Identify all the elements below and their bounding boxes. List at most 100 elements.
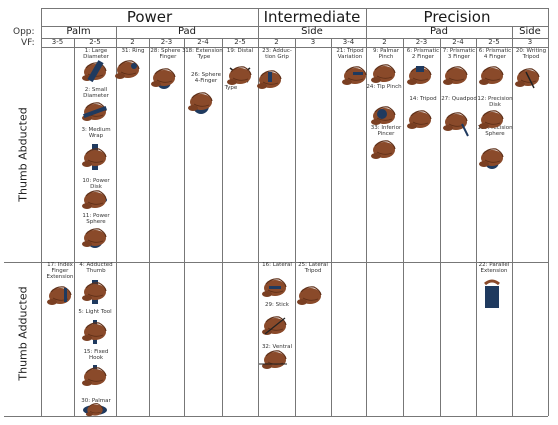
grasp-label: 16: Lateral: [262, 262, 292, 268]
header-palm: Palm: [66, 26, 91, 37]
grasp-label: 26: Sphere 4-Finger: [191, 72, 221, 84]
grasp-label: 4: Adducted Thumb: [79, 262, 113, 274]
grid-line: [41, 26, 548, 27]
grasp-label: 19: Distal: [226, 48, 254, 54]
hand-icon: [406, 110, 432, 130]
grasp-label: 12: Precision Disk: [477, 96, 513, 108]
hand-icon: [296, 286, 322, 306]
header-side: Side: [301, 26, 323, 37]
opp-label: Opp:: [13, 27, 35, 37]
grid-line: [41, 8, 548, 9]
grasp-label: 22: Parallel Extension: [478, 262, 510, 274]
hand-icon: [81, 280, 107, 304]
grasp-label: 1: Large Diameter: [83, 48, 109, 60]
hand-icon: [226, 66, 252, 86]
grid-line: [366, 8, 367, 416]
hand-icon: [81, 144, 107, 170]
grasp-label: 6: Prismatic 2 Finger: [406, 48, 440, 60]
vf-cell: 2-3: [160, 38, 173, 46]
grasp-label: 18: Extension Type: [185, 48, 223, 60]
grasp-label: 33: Inferior Pincer: [370, 125, 402, 137]
grasp-label: 28: Sphere 3 Finger: [150, 48, 186, 60]
grid-line: [295, 38, 296, 416]
grid-line: [149, 38, 150, 416]
grid-line: [440, 38, 441, 416]
header-precision-pad: Pad: [429, 26, 449, 37]
grasp-label: 29: Stick: [265, 302, 289, 308]
hand-icon: [256, 70, 282, 90]
grasp-label: 23: Adduc- tion Grip: [262, 48, 292, 60]
grasp-label: 30: Palmar: [81, 398, 111, 404]
vf-cell: 2-5: [488, 38, 500, 46]
vf-cell: 2: [130, 38, 135, 46]
grasp-label: 14: Tripod: [409, 96, 437, 102]
vf-cell: 2-4: [452, 38, 464, 46]
hand-icon: [370, 106, 396, 126]
grasp-label: 32: Ventral: [261, 344, 293, 350]
hand-icon: [370, 64, 396, 84]
vf-cell: 3: [527, 38, 533, 46]
grid-line: [258, 8, 259, 416]
header-precision: Precision: [423, 8, 491, 26]
vf-cell: 2: [382, 38, 387, 46]
hand-icon: [370, 140, 396, 160]
grasp-label: 31: Ring: [121, 48, 145, 54]
grasp-label: 5: Light Tool: [78, 309, 112, 315]
grid-line: [403, 38, 404, 416]
grid-line: [41, 8, 42, 416]
hand-icon: [187, 92, 213, 114]
hand-icon: [81, 60, 107, 83]
vf-cell: 3: [310, 38, 316, 46]
vf-label: VF:: [21, 38, 35, 48]
grid-line: [41, 47, 548, 48]
hand-icon: [81, 320, 107, 344]
header-intermediate: Intermediate: [263, 8, 361, 26]
grid-line: [116, 26, 117, 416]
hand-icon: [83, 403, 107, 417]
hand-icon: [114, 60, 140, 80]
hand-icon: [81, 228, 107, 248]
header-power-pad: Pad: [177, 26, 197, 37]
hand-icon: [150, 68, 176, 89]
header-power: Power: [126, 8, 173, 26]
hand-icon: [341, 66, 367, 86]
hand-icon: [514, 68, 540, 89]
grasp-label: 7: Prismatic 3 Finger: [442, 48, 476, 60]
grid-line: [74, 38, 75, 416]
hand-icon: [442, 112, 469, 137]
grid-line: [4, 262, 548, 263]
grid-line: [222, 38, 223, 416]
vf-cell: 3-4: [342, 38, 355, 46]
grasp-label: 25: Lateral Tripod: [298, 262, 328, 274]
hand-icon: [261, 278, 287, 298]
grasp-label: 6: Prismatic 4 Finger: [478, 48, 512, 60]
grid-line: [4, 416, 548, 417]
hand-icon: [81, 365, 107, 387]
hand-icon: [478, 66, 504, 86]
grasp-label: 24: Tip Pinch: [366, 84, 402, 90]
grasp-label: 15: Fixed Hook: [83, 349, 109, 361]
hand-icon: [406, 66, 432, 86]
grid-line: [331, 38, 332, 416]
grasp-label: 11: Power Sphere: [82, 213, 110, 225]
hand-icon: [484, 279, 500, 308]
grid-line: [476, 38, 477, 416]
vf-cell: 3-5: [51, 38, 64, 46]
hand-icon: [46, 286, 72, 306]
grasp-label: 17: Index Finger Extension: [46, 262, 74, 280]
vf-cell: 2-5: [234, 38, 246, 46]
grid-line: [512, 26, 513, 416]
grasp-label: 21: Tripod Variation: [336, 48, 364, 60]
hand-icon: [261, 316, 287, 336]
hand-icon: [81, 102, 107, 122]
grasp-taxonomy-table: Power Intermediate Precision Palm Pad Si…: [4, 8, 549, 417]
hand-icon: [478, 110, 504, 130]
vf-cell: 2-5: [89, 38, 101, 46]
grasp-label: 9: Palmar Pinch: [372, 48, 400, 60]
grasp-label: Type: [224, 85, 238, 91]
hand-icon: [81, 190, 107, 210]
hand-icon: [478, 148, 504, 169]
grid-line: [184, 38, 185, 416]
vf-cell: 2-4: [197, 38, 209, 46]
